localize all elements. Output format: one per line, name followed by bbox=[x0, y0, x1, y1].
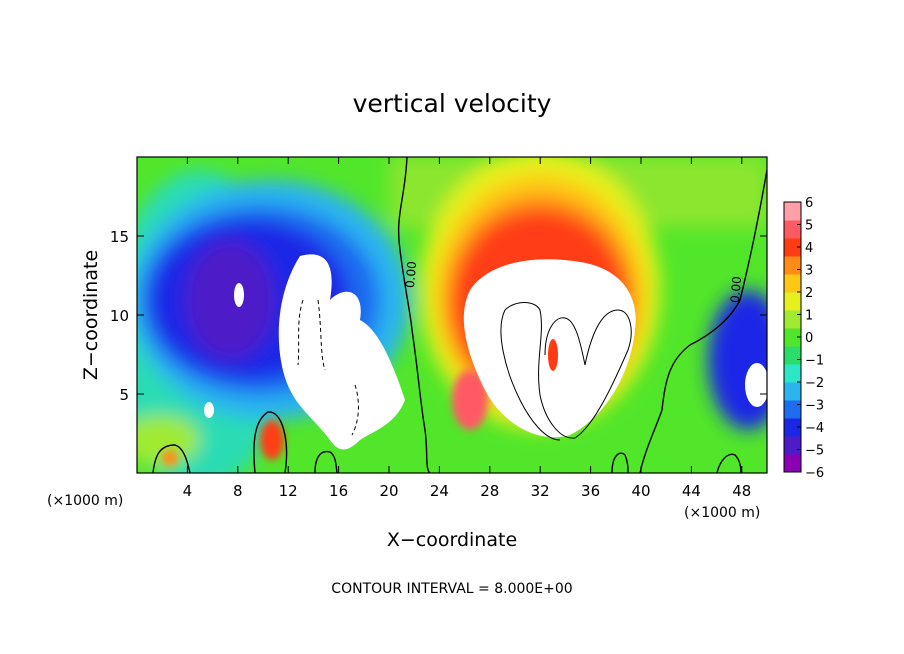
colorbar-segment bbox=[784, 202, 801, 221]
contour-interval: CONTOUR INTERVAL = 8.000E+00 bbox=[331, 581, 572, 597]
colorbar-segment bbox=[784, 274, 801, 293]
colorbar-segment bbox=[784, 400, 801, 419]
colorbar-segment bbox=[784, 418, 801, 437]
y-tick-label: 5 bbox=[119, 386, 129, 404]
colorbar-segment bbox=[784, 454, 801, 473]
colorbar-segment bbox=[784, 346, 801, 365]
y-axis-ticks: 5 10 15 bbox=[110, 228, 767, 404]
x-tick-label: 4 bbox=[183, 482, 193, 500]
colorbar-tick-label: 2 bbox=[805, 286, 813, 301]
x-tick-label: 20 bbox=[379, 482, 398, 500]
colorbar-segment bbox=[784, 238, 801, 257]
colorbar-tick-label: −5 bbox=[805, 444, 824, 459]
contour-label: 0.00 bbox=[403, 261, 419, 289]
x-axis-ticks: 4 8 12 16 20 24 28 32 36 40 44 48 bbox=[183, 157, 751, 500]
colorbar: 6 5 4 3 2 1 0 −1 −2 −3 −4 −5 −6 bbox=[783, 196, 824, 481]
y-tick-label: 10 bbox=[110, 307, 129, 325]
colorbar-tick-label: −6 bbox=[805, 466, 824, 481]
colorbar-tick-label: 1 bbox=[805, 309, 813, 324]
colorbar-tick-label: −4 bbox=[805, 421, 824, 436]
colorbar-segment bbox=[784, 292, 801, 311]
x-tick-label: 40 bbox=[631, 482, 650, 500]
colorbar-tick-label: 4 bbox=[805, 241, 813, 256]
heatmap-field bbox=[137, 157, 767, 473]
x-tick-label: 28 bbox=[480, 482, 499, 500]
x-tick-label: 8 bbox=[233, 482, 243, 500]
chart-title: vertical velocity bbox=[353, 89, 552, 118]
colorbar-tick-label: 0 bbox=[805, 331, 813, 346]
x-unit-right: (×1000 m) bbox=[684, 505, 760, 521]
colorbar-tick-label: 6 bbox=[805, 196, 813, 211]
x-tick-label: 36 bbox=[581, 482, 600, 500]
colorbar-segment bbox=[784, 328, 801, 347]
x-tick-label: 12 bbox=[279, 482, 298, 500]
x-unit-left: (×1000 m) bbox=[47, 493, 123, 509]
y-axis-label: Z−coordinate bbox=[80, 250, 102, 380]
colorbar-segment bbox=[784, 256, 801, 275]
colorbar-segment bbox=[784, 364, 801, 383]
x-tick-label: 16 bbox=[329, 482, 348, 500]
x-tick-label: 32 bbox=[531, 482, 550, 500]
colorbar-tick-label: 5 bbox=[805, 219, 813, 234]
colorbar-segment bbox=[784, 382, 801, 401]
colorbar-tick-label: −3 bbox=[805, 399, 824, 414]
colorbar-segment bbox=[784, 310, 801, 329]
colorbar-segment bbox=[784, 436, 801, 455]
colorbar-tick-label: 3 bbox=[805, 264, 813, 279]
contour-label: 0.00 bbox=[728, 276, 744, 304]
y-tick-label: 15 bbox=[110, 228, 129, 246]
x-tick-label: 24 bbox=[430, 482, 449, 500]
x-axis-label: X−coordinate bbox=[387, 529, 517, 551]
colorbar-segment bbox=[784, 220, 801, 239]
x-tick-label: 44 bbox=[682, 482, 701, 500]
colorbar-tick-label: −2 bbox=[805, 376, 824, 391]
colorbar-tick-label: −1 bbox=[805, 354, 824, 369]
x-tick-label: 48 bbox=[732, 482, 751, 500]
